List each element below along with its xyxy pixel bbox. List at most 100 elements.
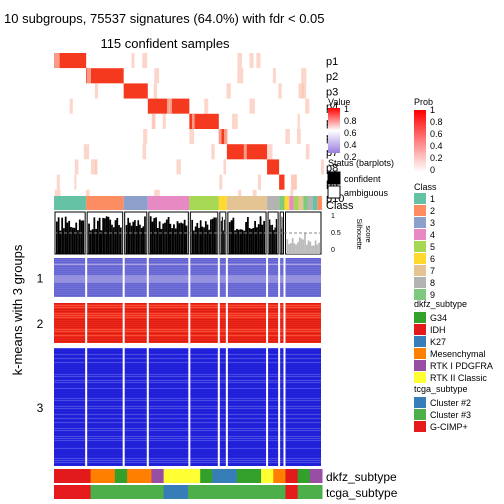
heatmap-row [54, 305, 322, 306]
silhouette-bar [164, 222, 166, 254]
class-swatch [414, 253, 426, 264]
prob-cell [224, 129, 229, 145]
silhouette-bar [183, 219, 186, 254]
silhouette-bar [290, 242, 292, 254]
silhouette-bar [111, 224, 113, 254]
silhouette-bar [174, 228, 177, 254]
tcga-cell [163, 485, 177, 499]
silhouette-bar [198, 227, 200, 254]
tcga-cell [261, 485, 274, 499]
tcga-cell [309, 485, 323, 499]
prob-cell [305, 144, 310, 160]
class-legend-label: 5 [430, 242, 435, 252]
row-title: k-means with 3 groups [10, 244, 25, 375]
silhouette-bar [312, 245, 315, 254]
subtype-annotation-bars: dkfz_subtype tcga_subtype [54, 469, 398, 500]
heatmap-row [54, 462, 322, 463]
prob-cell [218, 129, 222, 145]
prob-cell [166, 98, 170, 114]
heatmap-row [54, 398, 322, 399]
heatmap-column-gap [188, 258, 191, 466]
prob-cell [256, 53, 261, 69]
prob-legend-title: Prob [414, 97, 433, 107]
heatmap-row [54, 378, 322, 379]
silhouette-bar [180, 222, 182, 254]
heatmap-row [54, 329, 322, 330]
class-swatch [414, 193, 426, 204]
silhouette-bar [275, 219, 278, 254]
class-legend-label: 4 [430, 230, 435, 240]
class-legend-title: Class [414, 182, 437, 192]
tcga-cell [188, 485, 201, 499]
status-swatch [327, 185, 341, 199]
silhouette-bar [311, 245, 313, 254]
silhouette-bar [142, 226, 145, 254]
silhouette-bar [291, 238, 294, 254]
prob-tick: 0.8 [430, 117, 443, 127]
tcga-cell [66, 485, 79, 499]
class-annotation-label: Class [326, 200, 354, 212]
prob-cell [279, 174, 285, 190]
heatmap-row [54, 460, 322, 461]
silhouette-bar [80, 220, 83, 254]
silhouette-bar [297, 242, 299, 254]
silhouette-axis-label: Silhouette [355, 218, 362, 249]
class-swatch [414, 229, 426, 240]
heatmap-row [54, 458, 322, 459]
class-cell [189, 196, 219, 210]
silhouette-bar [185, 225, 188, 254]
silhouette-bar [95, 228, 97, 254]
prob-cell [189, 129, 195, 145]
class-cell [54, 196, 87, 210]
silhouette-bar [236, 228, 238, 254]
prob-cell [272, 68, 276, 84]
silhouette-bar [221, 216, 223, 254]
status-swatch [327, 171, 341, 185]
silhouette-barplot: 1 0.5 0 Silhouette score [54, 211, 371, 255]
heatmap-row [54, 339, 322, 340]
silhouette-bar [139, 224, 141, 254]
silhouette-tick: 0.5 [331, 230, 341, 237]
silhouette-bar [223, 219, 225, 254]
heatmap-column-gap [217, 258, 220, 466]
heatmap-row [54, 325, 322, 326]
dkfz-legend-label: K27 [430, 337, 446, 347]
tcga-cell [90, 485, 104, 499]
silhouette-bar [252, 227, 255, 254]
class-swatch [414, 277, 426, 288]
prob-tick: 0.4 [430, 141, 443, 151]
dkfz-legend-label: Mesenchymal [430, 349, 486, 359]
silhouette-bar [98, 217, 101, 254]
prob-row-label: p8 [326, 162, 338, 174]
heatmap-row [54, 352, 322, 353]
silhouette-bar [314, 240, 317, 254]
prob-cell [153, 83, 158, 99]
silhouette-bar [155, 217, 157, 254]
silhouette-bar [309, 241, 312, 254]
prob-row-label: p1 [326, 56, 338, 68]
tcga-cell [139, 485, 152, 499]
value-tick: 0.6 [344, 128, 357, 138]
dkfz-legend-title: dkfz_subtype [414, 299, 467, 309]
silhouette-bar [109, 219, 112, 254]
heatmap-row [54, 295, 322, 297]
dkfz-cell [261, 469, 274, 483]
heatmap-row [54, 360, 322, 361]
heatmap-row [54, 386, 322, 387]
silhouette-bar [288, 244, 291, 254]
silhouette-bar [304, 233, 306, 254]
silhouette-bar [263, 220, 266, 254]
silhouette-bar [270, 225, 272, 254]
dkfz-swatch [414, 324, 426, 335]
prob-cell [291, 174, 297, 190]
silhouette-bar [153, 218, 156, 254]
heatmap-row [54, 327, 322, 328]
prob-cell [74, 159, 79, 175]
tcga-cell [297, 485, 311, 499]
dkfz-swatch [414, 312, 426, 323]
prob-cell [241, 68, 244, 84]
heatmap-row [54, 317, 322, 318]
silhouette-bar [307, 240, 310, 254]
signature-heatmap [54, 258, 323, 466]
